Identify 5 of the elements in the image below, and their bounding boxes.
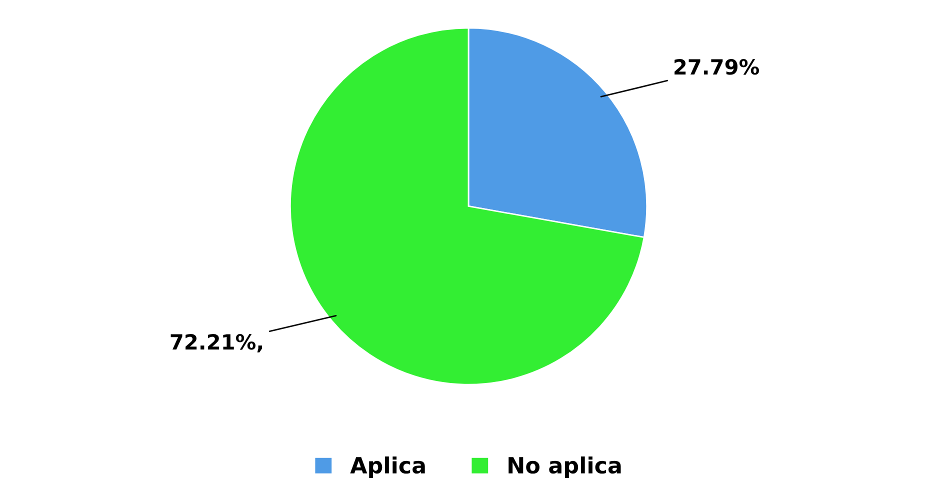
legend-label: Aplica bbox=[350, 456, 425, 478]
data-label: 27.79% bbox=[674, 59, 760, 75]
pie-slice bbox=[289, 27, 645, 386]
data-label: 72.21%, bbox=[170, 334, 262, 352]
legend-label: No aplica bbox=[508, 456, 621, 478]
